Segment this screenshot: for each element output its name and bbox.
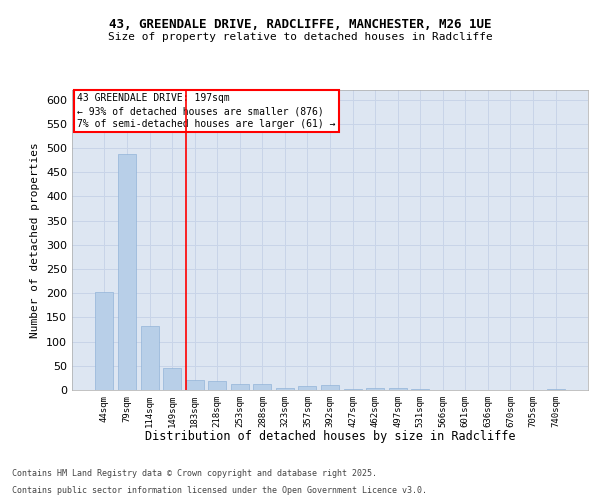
Bar [344,388,362,390]
Bar [208,382,226,390]
X-axis label: Distribution of detached houses by size in Radcliffe: Distribution of detached houses by size … [145,430,515,443]
Bar [321,384,339,390]
Bar [118,154,136,390]
Bar [389,388,407,390]
Bar [366,388,384,390]
Text: Contains public sector information licensed under the Open Government Licence v3: Contains public sector information licen… [12,486,427,495]
Bar [185,380,204,390]
Bar [253,384,271,390]
Bar [95,292,113,390]
Text: 43 GREENDALE DRIVE: 197sqm
← 93% of detached houses are smaller (876)
7% of semi: 43 GREENDALE DRIVE: 197sqm ← 93% of deta… [77,93,335,130]
Y-axis label: Number of detached properties: Number of detached properties [31,142,40,338]
Bar [547,389,565,390]
Text: 43, GREENDALE DRIVE, RADCLIFFE, MANCHESTER, M26 1UE: 43, GREENDALE DRIVE, RADCLIFFE, MANCHEST… [109,18,491,30]
Bar [276,388,294,390]
Text: Contains HM Land Registry data © Crown copyright and database right 2025.: Contains HM Land Registry data © Crown c… [12,468,377,477]
Bar [411,388,429,390]
Bar [298,386,316,390]
Text: Size of property relative to detached houses in Radcliffe: Size of property relative to detached ho… [107,32,493,42]
Bar [163,368,181,390]
Bar [231,384,249,390]
Bar [140,326,158,390]
